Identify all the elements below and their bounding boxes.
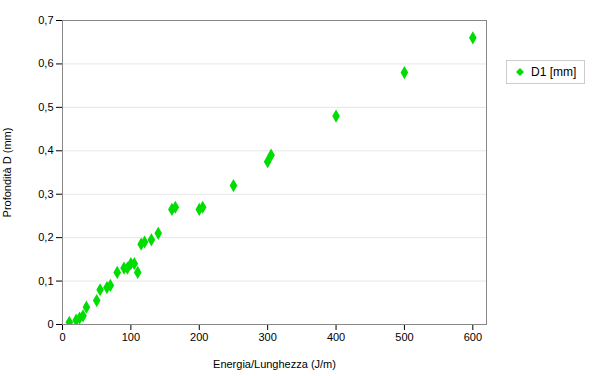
svg-text:0: 0 (59, 331, 65, 343)
svg-text:0,1: 0,1 (38, 275, 53, 287)
svg-text:0,6: 0,6 (38, 57, 53, 69)
svg-text:200: 200 (190, 331, 208, 343)
svg-text:0,5: 0,5 (38, 101, 53, 113)
svg-text:Profondità D (mm): Profondità D (mm) (1, 128, 13, 218)
html-text:D1 [mm]: D1 [mm] (531, 65, 577, 79)
svg-text:0,2: 0,2 (38, 231, 53, 243)
svg-text:300: 300 (258, 331, 276, 343)
svg-text:Energia/Lunghezza (J/m): Energia/Lunghezza (J/m) (213, 358, 336, 370)
svg-text:500: 500 (395, 331, 413, 343)
svg-text:600: 600 (464, 331, 482, 343)
svg-text:400: 400 (327, 331, 345, 343)
svg-text:0,4: 0,4 (38, 144, 53, 156)
svg-text:0,3: 0,3 (38, 188, 53, 200)
svg-text:0,7: 0,7 (38, 14, 53, 26)
svg-text:0: 0 (47, 318, 53, 330)
svg-text:100: 100 (122, 331, 140, 343)
